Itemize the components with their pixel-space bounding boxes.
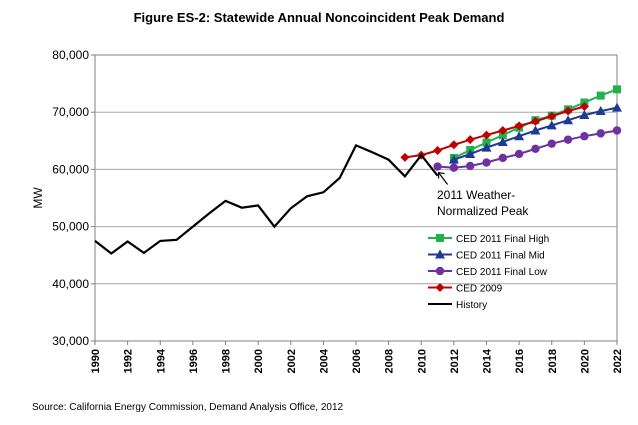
x-tick-label: 1996 [188,349,200,373]
data-point-ced-2009 [547,111,557,121]
x-tick-label: 2002 [286,349,298,373]
data-point-ced-2011-final-high [498,131,507,140]
data-point-ced-2011-final-mid [448,154,459,164]
data-point-ced-2009 [498,126,508,136]
annotation-arrow [438,172,449,185]
chart-source: Source: California Energy Commission, De… [32,402,344,413]
data-point-ced-2011-final-low [514,149,524,159]
legend-marker-ced-2011-final-mid [435,249,445,259]
legend-label-ced-2011-final-low: CED 2011 Final Low [456,267,548,278]
x-tick-label: 1998 [221,349,233,373]
x-tick-label: 2022 [612,349,624,373]
data-point-ced-2011-final-mid [579,110,590,120]
data-point-ced-2011-final-mid [514,131,525,141]
data-point-ced-2011-final-low [531,144,540,154]
legend-label-history: History [456,300,487,311]
x-tick-label: 2008 [384,349,396,373]
data-point-ced-2011-final-low [433,162,442,171]
y-axis-label: MW [31,187,45,209]
data-point-ced-2009 [579,101,589,111]
data-point-ced-2011-final-mid [497,136,508,146]
x-tick-label: 2006 [351,349,363,373]
legend-marker-ced-2011-final-low [435,266,445,276]
legend-marker-ced-2011-final-high [436,234,444,242]
data-point-ced-2011-final-low [547,139,556,148]
data-point-ced-2011-final-mid [465,148,476,158]
plot-area [94,54,618,342]
series-line-ced-2009 [404,105,585,159]
legend-marker-ced-2009 [435,283,445,292]
data-point-ced-2011-final-low [563,135,573,144]
data-point-ced-2011-final-low [580,132,589,141]
legend-label-ced-2011-final-mid: CED 2011 Final Mid [456,251,545,262]
y-tick-label: 50,000 [52,220,89,234]
x-tick-label: 1992 [123,349,135,373]
data-point-ced-2011-final-mid [612,102,622,112]
annotation-text: Normalized Peak [437,204,529,218]
y-tick-label: 70,000 [52,105,89,119]
x-tick-label: 2014 [482,348,494,373]
x-tick-label: 2018 [547,349,559,373]
data-point-ced-2011-final-low [449,163,459,172]
data-point-ced-2011-final-low [612,126,622,135]
x-tick-label: 2016 [514,349,526,373]
x-tick-label: 1990 [90,349,102,373]
data-point-ced-2011-final-mid [563,115,574,125]
legend-label-ced-2011-final-high: CED 2011 Final High [456,234,549,245]
x-tick-label: 2012 [449,349,461,373]
x-tick-label: 2020 [579,349,591,373]
data-point-ced-2009 [563,106,573,116]
y-tick-label: 80,000 [52,48,89,62]
data-point-ced-2011-final-low [482,158,491,167]
y-tick-label: 30,000 [52,334,89,348]
data-point-ced-2009 [482,130,491,140]
data-point-ced-2009 [449,140,459,150]
data-point-ced-2011-final-low [596,129,605,138]
series-line-history [94,143,439,255]
data-point-ced-2009 [465,135,475,145]
data-point-ced-2011-final-high [613,85,621,94]
data-point-ced-2009 [514,121,524,131]
annotation-arrowhead [437,171,445,179]
x-tick-label: 2000 [253,349,265,373]
x-tick-label: 1994 [155,348,167,373]
data-point-ced-2009 [400,152,410,162]
annotation-text: 2011 Weather- [437,188,515,202]
data-point-ced-2009 [433,146,443,156]
data-point-ced-2011-final-low [498,153,508,163]
data-point-ced-2011-final-mid [595,106,606,116]
data-point-ced-2011-final-mid [481,142,492,152]
data-point-ced-2011-final-mid [530,125,541,135]
y-tick-label: 60,000 [52,162,89,176]
x-tick-label: 2004 [318,348,330,373]
data-point-ced-2009 [530,116,540,126]
chart-title: Figure ES-2: Statewide Annual Noncoincid… [133,10,505,25]
data-point-ced-2011-final-high [596,91,605,100]
data-point-ced-2011-final-low [465,161,475,171]
x-tick-label: 2010 [416,349,428,373]
y-tick-label: 40,000 [52,277,89,291]
series-line-ced-2011-final-low [437,129,618,169]
data-point-ced-2011-final-high [482,138,491,147]
data-point-ced-2011-final-mid [546,120,557,130]
legend-label-ced-2009: CED 2009 [456,284,503,295]
